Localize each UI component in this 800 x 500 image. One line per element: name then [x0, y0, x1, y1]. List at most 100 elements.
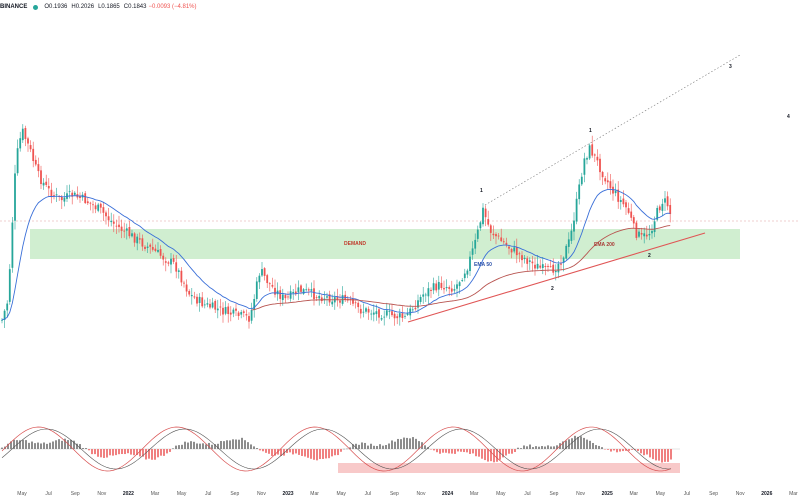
oscillator-bar — [112, 449, 114, 456]
candle-body — [32, 148, 35, 162]
oscillator-bar — [457, 449, 459, 452]
oscillator-bar — [157, 449, 159, 458]
candle-body — [365, 308, 367, 312]
candle-body — [258, 275, 261, 283]
candle-body — [505, 242, 508, 245]
oscillator-bar — [64, 438, 66, 449]
oscillator-bar — [61, 440, 63, 449]
candle-body — [573, 220, 575, 232]
candle-body — [128, 227, 131, 237]
candle-body — [651, 230, 653, 234]
candle-body — [16, 148, 19, 174]
candle-body — [513, 247, 516, 252]
oscillator-bar — [124, 449, 126, 455]
candle-body — [372, 312, 375, 315]
open-label: O — [44, 4, 50, 10]
candle-body — [604, 178, 607, 182]
oscillator-bar — [475, 449, 477, 457]
oscillator-line — [1, 426, 672, 472]
oscillator-bar — [205, 444, 207, 449]
candle-body — [588, 145, 591, 159]
oscillator-bar — [190, 441, 192, 449]
wave-label-2b: 2 — [648, 253, 651, 259]
candle-body — [388, 311, 391, 312]
support-trendline — [407, 232, 706, 323]
candle-body — [419, 297, 422, 302]
oscillator-bar — [199, 443, 201, 449]
candle-body — [437, 281, 440, 290]
oscillator-bar — [490, 449, 492, 462]
oscillator-bar — [79, 444, 81, 449]
candle-body — [219, 306, 222, 308]
candle-body — [430, 289, 432, 291]
candle-body — [274, 287, 276, 295]
oscillator-bar — [520, 448, 522, 449]
ema50-line — [1, 188, 671, 321]
oscillator-bar — [631, 449, 633, 450]
candle-body — [375, 311, 378, 315]
candle-body — [409, 308, 412, 316]
oscillator-bar — [232, 439, 234, 449]
candle-body — [141, 238, 144, 247]
oscillator-bar — [592, 442, 594, 449]
candle-body — [510, 249, 513, 253]
candle-body — [476, 229, 479, 239]
candle-body — [424, 294, 427, 296]
candle-body — [11, 222, 14, 268]
candle-body — [378, 309, 380, 318]
oscillator-bar — [262, 449, 264, 452]
candle-body — [115, 225, 118, 227]
oscillator-bar — [451, 449, 453, 454]
oscillator-bar — [388, 443, 390, 449]
oscillator-bar — [481, 449, 483, 459]
candle-body — [287, 296, 289, 298]
candle-body — [565, 245, 568, 259]
oscillator-bar — [13, 439, 15, 449]
candle-body — [352, 298, 354, 304]
x-tick-label: May — [176, 491, 187, 497]
candle-body — [203, 304, 206, 306]
x-tick-label: 2023 — [282, 491, 294, 497]
candle-body — [544, 266, 547, 268]
oscillator-bar — [31, 441, 33, 449]
candle-body — [619, 200, 622, 202]
oscillator-bar — [346, 448, 348, 450]
candle-body — [263, 268, 266, 276]
oscillator-bar — [460, 449, 462, 452]
candle-body — [645, 234, 648, 237]
oscillator-bar — [523, 445, 525, 449]
symbol-label: BINANCE — [0, 4, 28, 10]
oscillator-bar — [472, 449, 474, 454]
candle-body — [242, 311, 245, 313]
candle-body — [492, 233, 495, 236]
oscillator-bar — [634, 449, 636, 450]
oscillator-bar — [355, 443, 357, 449]
x-tick-label: Mar — [789, 491, 798, 497]
oscillator-bar — [469, 449, 471, 454]
candle-body — [385, 310, 388, 316]
oscillator-bar — [664, 449, 666, 462]
oscillator-bar — [307, 449, 309, 458]
candle-body — [235, 308, 237, 311]
x-tick-label: Sep — [70, 491, 80, 497]
candle-body — [183, 282, 185, 284]
oscillator-bar — [193, 441, 195, 449]
candle-body — [24, 128, 27, 139]
candle-body — [458, 282, 461, 287]
candle-body — [336, 296, 339, 300]
candle-body — [281, 294, 284, 301]
oscillator-bar — [154, 449, 156, 460]
candle-body — [500, 237, 503, 242]
symbol-header: BINANCE O 0.1936 H 0.2026 L 0.1865 C 0.1843 … — [0, 1, 199, 13]
candle-body — [105, 212, 107, 217]
oscillator-bar — [349, 447, 351, 449]
wave-label-3: 3 — [729, 64, 732, 70]
oscillator-bar — [103, 449, 105, 458]
oscillator-bar — [586, 439, 588, 449]
x-tick-label: Nov — [735, 491, 745, 497]
oscillator-bar — [247, 442, 249, 449]
candle-body — [396, 316, 399, 319]
oscillator-bar — [607, 449, 609, 450]
candle-body — [666, 196, 669, 207]
